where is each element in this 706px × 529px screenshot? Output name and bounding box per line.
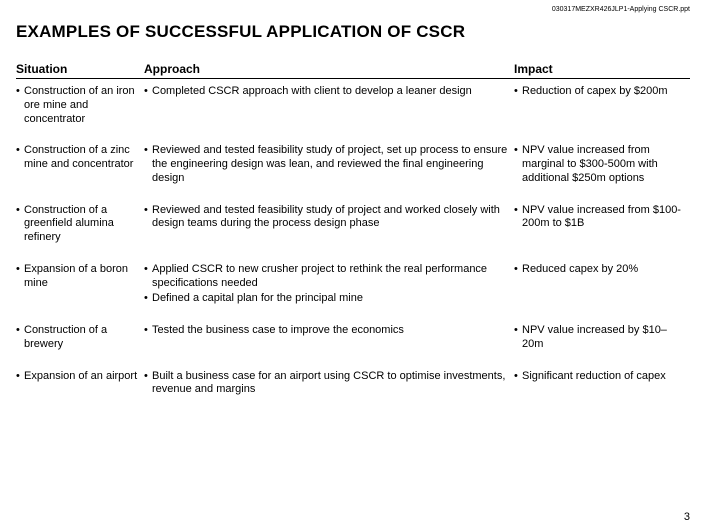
document-id: 030317MEZXR426JLP1-Applying CSCR.ppt <box>552 6 690 13</box>
table-row: •Expansion of a boron mine•Applied CSCR … <box>16 263 690 306</box>
bullet-dot-icon: • <box>514 204 522 218</box>
cell-situation: •Construction of an iron ore mine and co… <box>16 85 144 126</box>
bullet-item: •Expansion of an airport <box>16 370 138 384</box>
bullet-dot-icon: • <box>144 85 152 99</box>
page-number: 3 <box>684 511 690 523</box>
bullet-text: Construction of a zinc mine and concentr… <box>24 144 138 172</box>
bullet-dot-icon: • <box>514 144 522 158</box>
bullet-text: Expansion of a boron mine <box>24 263 138 291</box>
table-body: •Construction of an iron ore mine and co… <box>16 85 690 397</box>
bullet-item: •NPV value increased by $10–20m <box>514 324 684 352</box>
bullet-dot-icon: • <box>514 370 522 384</box>
bullet-text: Applied CSCR to new crusher project to r… <box>152 263 508 291</box>
cell-situation: •Expansion of a boron mine <box>16 263 144 291</box>
bullet-item: •Reviewed and tested feasibility study o… <box>144 204 508 232</box>
bullet-text: Reviewed and tested feasibility study of… <box>152 144 508 185</box>
col-header-situation: Situation <box>16 62 144 76</box>
bullet-item: •Completed CSCR approach with client to … <box>144 85 508 99</box>
bullet-text: NPV value increased from marginal to $30… <box>522 144 684 185</box>
bullet-item: •NPV value increased from marginal to $3… <box>514 144 684 185</box>
cell-situation: •Expansion of an airport <box>16 370 144 384</box>
bullet-text: Reduced capex by 20% <box>522 263 684 277</box>
cell-impact: •Reduced capex by 20% <box>514 263 684 277</box>
cell-approach: •Reviewed and tested feasibility study o… <box>144 144 514 185</box>
page-title: EXAMPLES OF SUCCESSFUL APPLICATION OF CS… <box>16 22 690 42</box>
bullet-dot-icon: • <box>16 324 24 338</box>
table-header-row: Situation Approach Impact <box>16 62 690 79</box>
bullet-dot-icon: • <box>514 85 522 99</box>
bullet-text: Tested the business case to improve the … <box>152 324 508 338</box>
bullet-dot-icon: • <box>514 324 522 338</box>
slide: 030317MEZXR426JLP1-Applying CSCR.ppt EXA… <box>0 0 706 529</box>
table-row: •Construction of a brewery•Tested the bu… <box>16 324 690 352</box>
bullet-dot-icon: • <box>144 292 152 306</box>
bullet-text: Completed CSCR approach with client to d… <box>152 85 508 99</box>
bullet-item: •Built a business case for an airport us… <box>144 370 508 398</box>
cell-impact: •Reduction of capex by $200m <box>514 85 684 99</box>
bullet-dot-icon: • <box>144 370 152 384</box>
cell-approach: •Applied CSCR to new crusher project to … <box>144 263 514 306</box>
bullet-item: •Construction of an iron ore mine and co… <box>16 85 138 126</box>
cell-situation: •Construction of a greenfield alumina re… <box>16 204 144 245</box>
col-header-approach: Approach <box>144 62 514 76</box>
cell-impact: •Significant reduction of capex <box>514 370 684 384</box>
cell-approach: •Reviewed and tested feasibility study o… <box>144 204 514 232</box>
bullet-item: •Tested the business case to improve the… <box>144 324 508 338</box>
bullet-text: Construction of an iron ore mine and con… <box>24 85 138 126</box>
cell-situation: •Construction of a zinc mine and concent… <box>16 144 144 172</box>
cell-impact: •NPV value increased from $100-200m to $… <box>514 204 684 232</box>
bullet-dot-icon: • <box>144 324 152 338</box>
bullet-item: •Significant reduction of capex <box>514 370 684 384</box>
bullet-text: Built a business case for an airport usi… <box>152 370 508 398</box>
bullet-text: Construction of a brewery <box>24 324 138 352</box>
bullet-item: •Reduced capex by 20% <box>514 263 684 277</box>
bullet-item: •Reduction of capex by $200m <box>514 85 684 99</box>
bullet-text: NPV value increased by $10–20m <box>522 324 684 352</box>
bullet-item: •Construction of a zinc mine and concent… <box>16 144 138 172</box>
bullet-text: Construction of a greenfield alumina ref… <box>24 204 138 245</box>
cell-situation: •Construction of a brewery <box>16 324 144 352</box>
bullet-item: •NPV value increased from $100-200m to $… <box>514 204 684 232</box>
col-header-impact: Impact <box>514 62 684 76</box>
bullet-item: •Defined a capital plan for the principa… <box>144 292 508 306</box>
bullet-item: •Reviewed and tested feasibility study o… <box>144 144 508 185</box>
cell-approach: •Tested the business case to improve the… <box>144 324 514 338</box>
table-row: •Construction of a greenfield alumina re… <box>16 204 690 245</box>
cell-impact: •NPV value increased by $10–20m <box>514 324 684 352</box>
table-row: •Construction of an iron ore mine and co… <box>16 85 690 126</box>
bullet-text: NPV value increased from $100-200m to $1… <box>522 204 684 232</box>
bullet-item: •Applied CSCR to new crusher project to … <box>144 263 508 291</box>
bullet-dot-icon: • <box>144 144 152 158</box>
bullet-dot-icon: • <box>16 370 24 384</box>
bullet-text: Expansion of an airport <box>24 370 138 384</box>
bullet-text: Reviewed and tested feasibility study of… <box>152 204 508 232</box>
table-row: •Expansion of an airport•Built a busines… <box>16 370 690 398</box>
bullet-item: •Construction of a greenfield alumina re… <box>16 204 138 245</box>
bullet-dot-icon: • <box>16 263 24 277</box>
bullet-dot-icon: • <box>144 263 152 277</box>
cell-impact: •NPV value increased from marginal to $3… <box>514 144 684 185</box>
bullet-item: •Expansion of a boron mine <box>16 263 138 291</box>
bullet-dot-icon: • <box>514 263 522 277</box>
bullet-text: Significant reduction of capex <box>522 370 684 384</box>
bullet-dot-icon: • <box>16 204 24 218</box>
bullet-dot-icon: • <box>16 85 24 99</box>
table-row: •Construction of a zinc mine and concent… <box>16 144 690 185</box>
bullet-item: •Construction of a brewery <box>16 324 138 352</box>
bullet-dot-icon: • <box>16 144 24 158</box>
bullet-text: Reduction of capex by $200m <box>522 85 684 99</box>
bullet-dot-icon: • <box>144 204 152 218</box>
bullet-text: Defined a capital plan for the principal… <box>152 292 508 306</box>
cell-approach: •Completed CSCR approach with client to … <box>144 85 514 99</box>
cell-approach: •Built a business case for an airport us… <box>144 370 514 398</box>
